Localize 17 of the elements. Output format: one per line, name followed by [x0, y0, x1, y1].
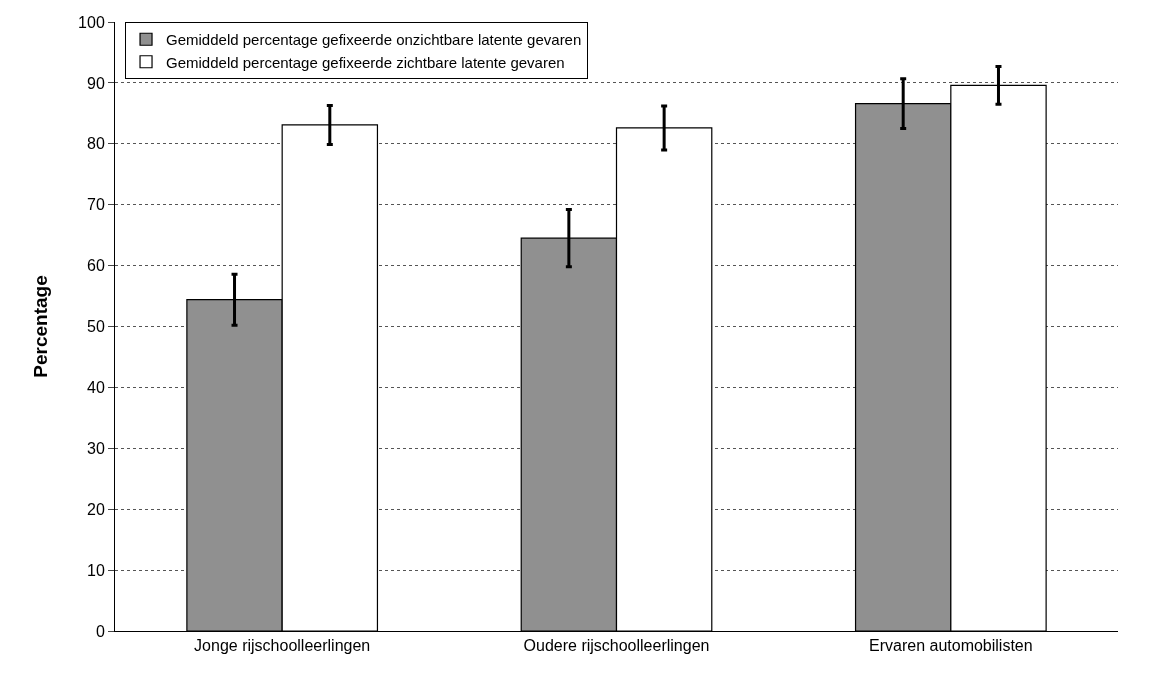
y-tick-label: 30 [87, 439, 105, 457]
y-axis-title: Percentage [29, 275, 51, 378]
y-tick-label: 20 [87, 500, 105, 518]
y-tick-label: 90 [87, 74, 105, 92]
y-tick-label: 60 [87, 257, 105, 275]
y-tick-label: 0 [95, 622, 105, 640]
y-tick-label: 80 [87, 135, 105, 153]
x-tick-label: Ervaren automobilisten [869, 637, 1033, 655]
y-tick-label: 100 [78, 13, 105, 31]
x-tick-label: Oudere rijschoolleerlingen [523, 637, 710, 655]
legend-label: Gemiddeld percentage gefixeerde zichtbare latente gevaren [166, 53, 565, 71]
x-tick-label: Jonge rijschoolleerlingen [194, 637, 371, 655]
y-tick-label: 50 [87, 318, 105, 336]
legend-label: Gemiddeld percentage gefixeerde onzichtbare latente gevaren [166, 31, 582, 49]
y-tick-label: 70 [87, 196, 105, 214]
y-tick-label: 10 [87, 561, 105, 579]
y-tick-label: 40 [87, 379, 105, 396]
